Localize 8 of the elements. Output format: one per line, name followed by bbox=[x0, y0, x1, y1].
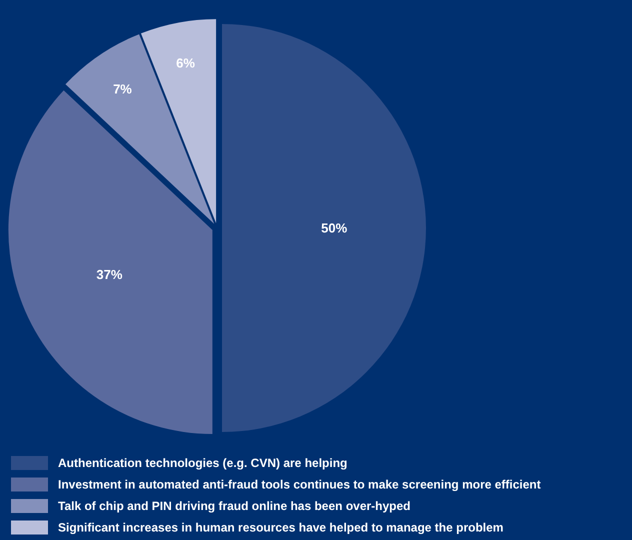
data-label: 37% bbox=[96, 267, 123, 282]
data-label: 7% bbox=[113, 81, 132, 96]
data-label: 50% bbox=[321, 220, 348, 236]
legend-label: Talk of chip and PIN driving fraud online has been over-hyped bbox=[58, 499, 410, 514]
data-label: 6% bbox=[176, 55, 196, 70]
legend-label: Significant increases in human resources have helped to manage the problem bbox=[58, 520, 504, 535]
legend-label: Investment in automated anti-fraud tools continues to make screening more efficient bbox=[58, 478, 541, 492]
legend-label: Authentication technologies (e.g. CVN) are helping bbox=[58, 456, 348, 470]
